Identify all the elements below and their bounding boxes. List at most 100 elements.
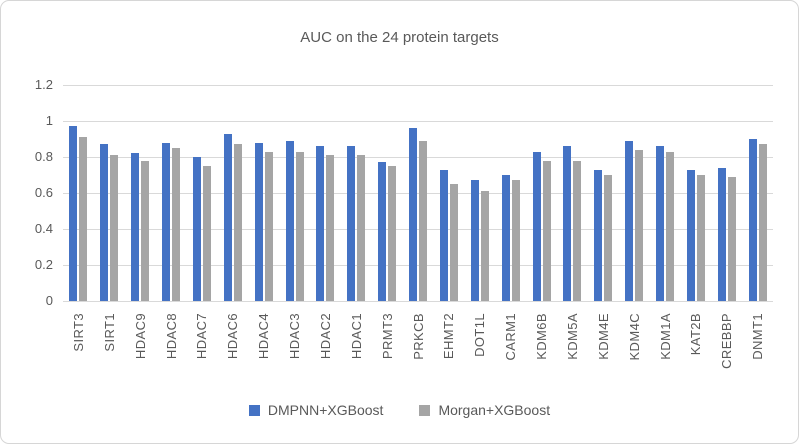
bar-morgan bbox=[419, 141, 428, 301]
x-axis-label: KDM1A bbox=[657, 313, 673, 360]
x-axis-label-cell: HDAC8 bbox=[156, 313, 187, 392]
bar-dmpnn bbox=[625, 141, 634, 301]
legend-item-morgan: Morgan+XGBoost bbox=[419, 402, 550, 418]
x-axis-label: DOT1L bbox=[472, 313, 488, 357]
bar-morgan bbox=[79, 137, 88, 301]
category-slot bbox=[711, 85, 742, 301]
bar-morgan bbox=[758, 144, 767, 301]
y-axis-tick-label: 0.2 bbox=[34, 257, 53, 272]
bar-dmpnn bbox=[439, 170, 448, 301]
category-slot bbox=[464, 85, 495, 301]
category-slot bbox=[94, 85, 125, 301]
x-axis-label-cell: HDAC2 bbox=[310, 313, 341, 392]
bar-morgan bbox=[141, 161, 150, 301]
plot-area bbox=[63, 85, 773, 302]
x-axis-label-cell: PRMT3 bbox=[372, 313, 403, 392]
x-axis-label: HDAC4 bbox=[256, 313, 272, 360]
x-axis-label-cell: HDAC3 bbox=[279, 313, 310, 392]
bar-dmpnn bbox=[656, 146, 665, 301]
chart-title: AUC on the 24 protein targets bbox=[300, 29, 499, 46]
x-axis-label-cell: KAT2B bbox=[681, 313, 712, 392]
y-axis-tick-label: 0.8 bbox=[34, 149, 53, 164]
bar-morgan bbox=[202, 166, 211, 301]
category-slot bbox=[681, 85, 712, 301]
category-slot bbox=[217, 85, 248, 301]
bar-morgan bbox=[542, 161, 551, 301]
category-slot bbox=[187, 85, 218, 301]
gridline bbox=[63, 121, 773, 122]
x-axis-label-cell: SIRT1 bbox=[94, 313, 125, 392]
y-axis-tick-label: 1.2 bbox=[34, 77, 53, 92]
bar-morgan bbox=[110, 155, 119, 301]
x-axis-label: KDM4C bbox=[626, 313, 642, 361]
y-axis-tick-label: 0.6 bbox=[34, 185, 53, 200]
x-axis-label: HDAC1 bbox=[348, 313, 364, 360]
x-axis-label: EHMT2 bbox=[441, 313, 457, 360]
bar-dmpnn bbox=[254, 143, 263, 301]
bar-morgan bbox=[511, 180, 520, 301]
x-axis-label-cell: CARM1 bbox=[495, 313, 526, 392]
x-axis-label: HDAC7 bbox=[194, 313, 210, 360]
bar-dmpnn bbox=[316, 146, 325, 301]
bar-dmpnn bbox=[501, 175, 510, 301]
bar-dmpnn bbox=[131, 153, 140, 301]
x-axis-label: HDAC2 bbox=[317, 313, 333, 360]
bars-area bbox=[63, 85, 773, 301]
x-axis-label-cell: HDAC1 bbox=[341, 313, 372, 392]
gridline bbox=[63, 193, 773, 194]
x-axis-label-cell: PRKCB bbox=[403, 313, 434, 392]
bar-morgan bbox=[604, 175, 613, 301]
x-axis-label-cell: KDM4C bbox=[619, 313, 650, 392]
category-slot bbox=[372, 85, 403, 301]
bar-morgan bbox=[233, 144, 242, 301]
x-axis-label-cell: KDM6B bbox=[526, 313, 557, 392]
category-slot bbox=[403, 85, 434, 301]
category-slot bbox=[526, 85, 557, 301]
bar-morgan bbox=[573, 161, 582, 301]
gridline bbox=[63, 157, 773, 158]
x-axis-label-cell: CREBBP bbox=[711, 313, 742, 392]
x-axis-label-cell: DNMT1 bbox=[742, 313, 773, 392]
x-axis-label: KDM6B bbox=[534, 313, 550, 360]
y-axis-tick-label: 0 bbox=[45, 293, 53, 308]
bar-dmpnn bbox=[470, 180, 479, 301]
category-slot bbox=[310, 85, 341, 301]
category-slot bbox=[341, 85, 372, 301]
x-axis-label: KDM5A bbox=[564, 313, 580, 360]
bar-dmpnn bbox=[594, 170, 603, 301]
category-slot bbox=[588, 85, 619, 301]
category-slot bbox=[156, 85, 187, 301]
category-slot bbox=[434, 85, 465, 301]
bar-morgan bbox=[172, 148, 181, 301]
bar-dmpnn bbox=[285, 141, 294, 301]
legend-item-dmpnn: DMPNN+XGBoost bbox=[248, 402, 383, 418]
bar-morgan bbox=[295, 152, 304, 301]
dmpnn-swatch bbox=[248, 404, 260, 416]
category-slot bbox=[495, 85, 526, 301]
bar-dmpnn bbox=[347, 146, 356, 301]
x-axis-label-cell: SIRT3 bbox=[63, 313, 94, 392]
x-axis-label: KDM4E bbox=[595, 313, 611, 360]
bar-dmpnn bbox=[748, 139, 757, 301]
y-axis-tick-label: 0.4 bbox=[34, 221, 53, 236]
category-slot bbox=[557, 85, 588, 301]
x-axis-label-cell: HDAC7 bbox=[187, 313, 218, 392]
bar-dmpnn bbox=[162, 143, 171, 301]
x-axis-label: HDAC8 bbox=[163, 313, 179, 360]
x-axis-label: DNMT1 bbox=[750, 313, 766, 360]
bar-morgan bbox=[635, 150, 644, 301]
x-axis-label-cell: HDAC9 bbox=[125, 313, 156, 392]
bar-morgan bbox=[727, 177, 736, 301]
gridline bbox=[63, 301, 773, 302]
category-slot bbox=[248, 85, 279, 301]
category-slot bbox=[63, 85, 94, 301]
bar-morgan bbox=[696, 175, 705, 301]
category-slot bbox=[619, 85, 650, 301]
x-axis-label-cell: HDAC6 bbox=[217, 313, 248, 392]
legend-label-morgan: Morgan+XGBoost bbox=[438, 402, 551, 418]
x-axis-label: SIRT1 bbox=[101, 313, 117, 352]
bar-morgan bbox=[449, 184, 458, 301]
category-slot bbox=[279, 85, 310, 301]
bar-morgan bbox=[264, 152, 273, 301]
gridline bbox=[63, 265, 773, 266]
